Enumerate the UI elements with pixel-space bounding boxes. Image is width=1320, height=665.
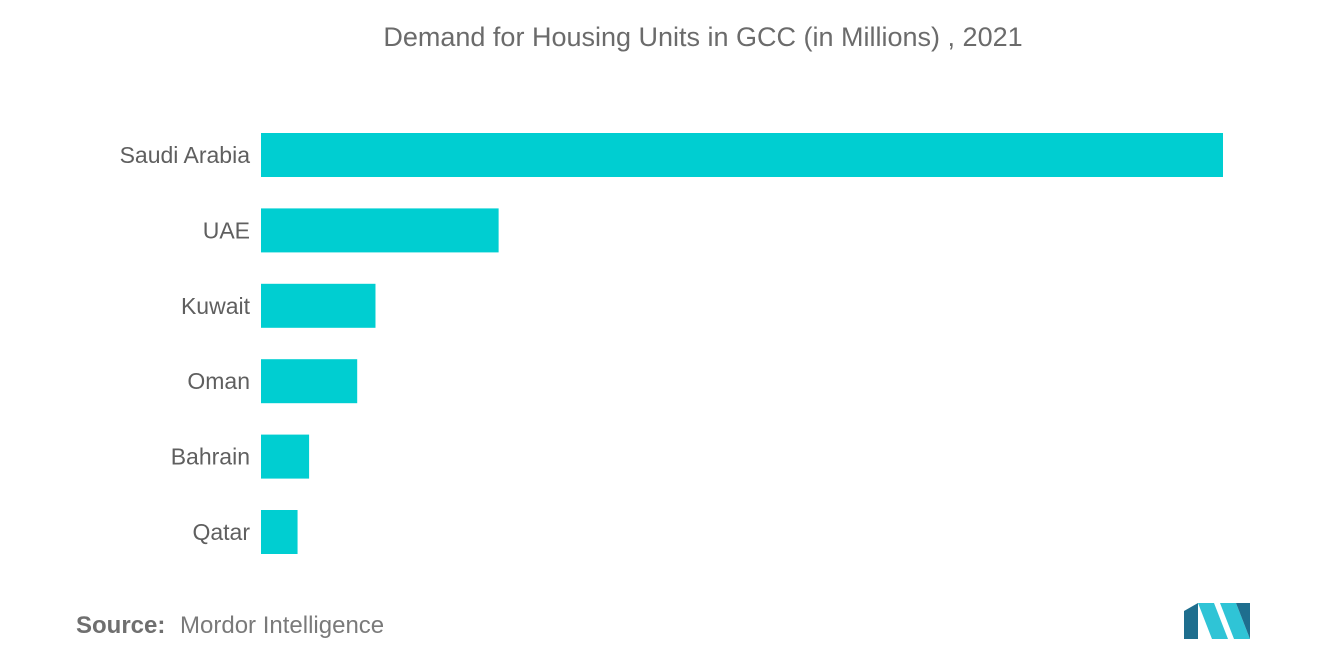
bar-qatar <box>261 510 298 554</box>
category-label-kuwait: Kuwait <box>181 293 251 319</box>
source-label: Source: <box>76 612 166 639</box>
category-label-oman: Oman <box>187 368 250 394</box>
category-label-uae: UAE <box>203 217 250 243</box>
chart-title: Demand for Housing Units in GCC (in Mill… <box>383 22 1023 52</box>
category-label-qatar: Qatar <box>192 519 250 545</box>
bar-kuwait <box>261 283 376 328</box>
bar-saudi-arabia <box>261 133 1223 177</box>
category-label-saudi-arabia: Saudi Arabia <box>120 142 251 168</box>
mordor-intelligence-logo-icon <box>1184 603 1250 639</box>
bar-bahrain <box>261 434 310 479</box>
source-note: Source: Mordor Intelligence <box>76 612 384 640</box>
bar-oman <box>261 359 358 404</box>
source-text: Mordor Intelligence <box>180 612 385 639</box>
category-label-bahrain: Bahrain <box>171 444 250 470</box>
bar-uae <box>261 208 499 253</box>
